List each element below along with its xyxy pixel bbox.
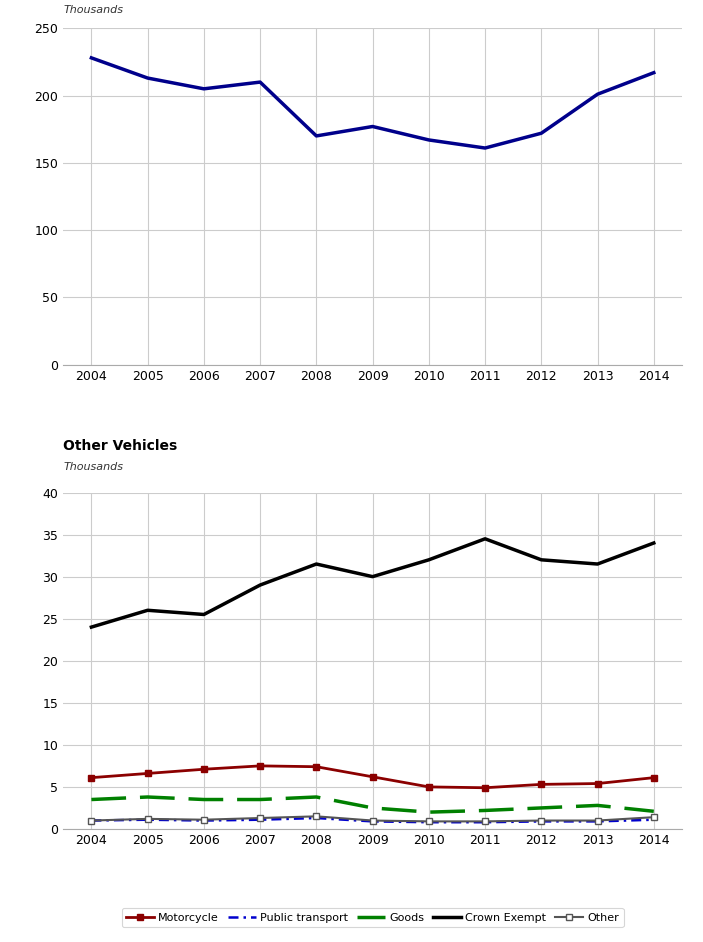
- Legend: Motorcycle, Public transport, Goods, Crown Exempt, Other: Motorcycle, Public transport, Goods, Cro…: [122, 908, 624, 927]
- Text: Thousands: Thousands: [63, 463, 123, 472]
- Text: Thousands: Thousands: [63, 5, 123, 15]
- Text: Other Vehicles: Other Vehicles: [63, 439, 178, 453]
